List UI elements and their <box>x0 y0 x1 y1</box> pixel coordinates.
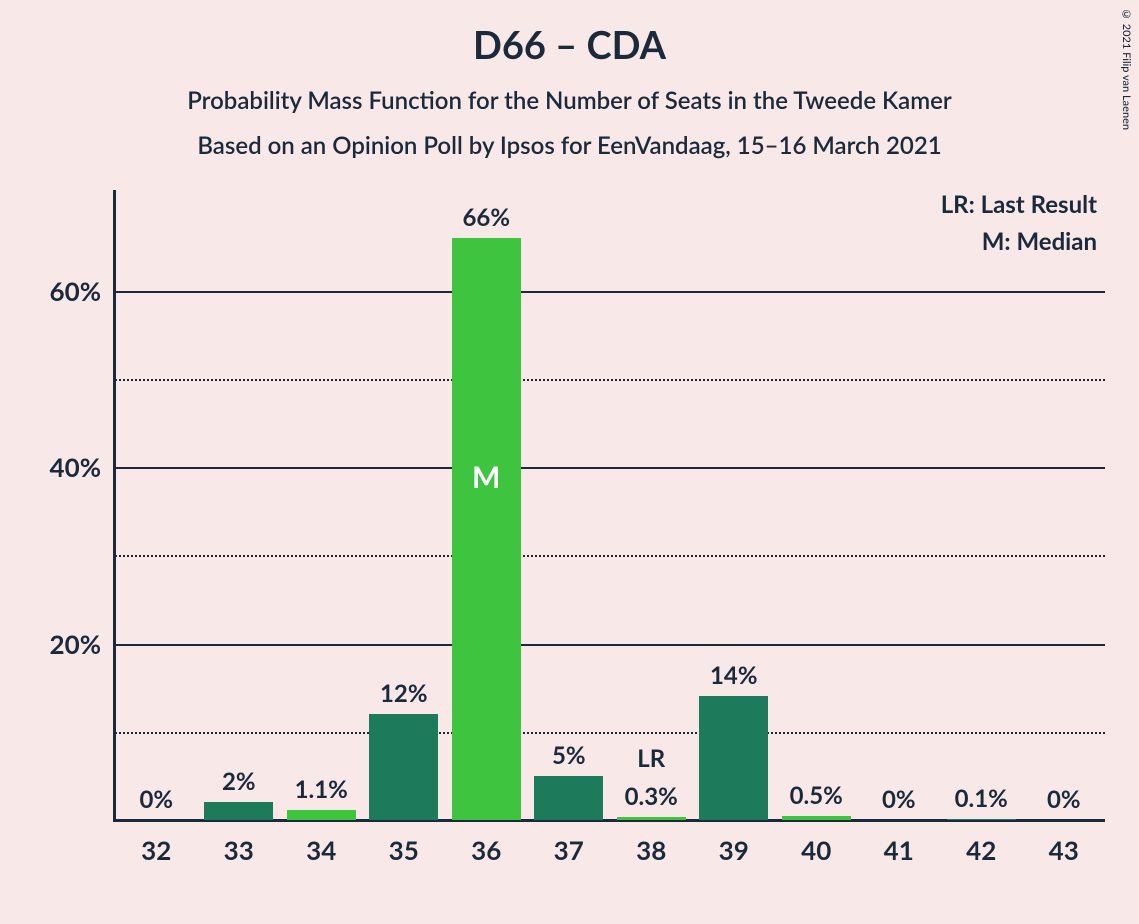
bar-inner-label: M <box>472 459 500 495</box>
x-tick-label: 43 <box>1049 820 1079 866</box>
bar-value-label: 2% <box>222 767 256 802</box>
y-tick-label: 60% <box>50 275 115 307</box>
grid-major <box>115 291 1105 293</box>
bar <box>204 802 273 820</box>
bar-value-label: 5% <box>552 741 586 776</box>
bar <box>534 776 603 820</box>
x-tick-label: 36 <box>471 820 501 866</box>
plot-area: 20%40%60%0%322%331.1%3412%35M66%365%37LR… <box>115 220 1105 820</box>
bar-value-label: 66% <box>462 203 510 238</box>
chart-legend: LR: Last Result M: Median <box>941 190 1097 264</box>
x-tick-label: 33 <box>224 820 254 866</box>
x-tick-label: 34 <box>306 820 336 866</box>
grid-minor <box>115 732 1105 734</box>
x-tick-label: 35 <box>389 820 419 866</box>
y-tick-label: 20% <box>50 628 115 660</box>
chart-subtitle-1: Probability Mass Function for the Number… <box>0 86 1139 115</box>
x-tick-label: 40 <box>801 820 831 866</box>
x-tick-label: 39 <box>719 820 749 866</box>
bar-value-label: 0% <box>882 785 916 820</box>
legend-lr: LR: Last Result <box>941 190 1097 219</box>
bar-value-label: 0% <box>1047 785 1081 820</box>
legend-m: M: Median <box>941 227 1097 256</box>
x-tick-label: 32 <box>141 820 171 866</box>
bar <box>699 696 768 820</box>
x-tick-label: 37 <box>554 820 584 866</box>
y-axis <box>113 190 116 822</box>
x-tick-label: 41 <box>884 820 914 866</box>
bar-value-label: 0.1% <box>955 784 1008 819</box>
bar-value-label: 1.1% <box>295 775 348 810</box>
bar-value-label: 14% <box>710 661 758 696</box>
chart-subtitle-2: Based on an Opinion Poll by Ipsos for Ee… <box>0 131 1139 160</box>
bar: M <box>452 238 521 820</box>
bar <box>287 810 356 820</box>
bar-value-label: 0.5% <box>790 781 843 816</box>
bar <box>369 714 438 820</box>
grid-major <box>115 644 1105 646</box>
chart-title: D66 – CDA <box>0 0 1139 68</box>
copyright-text: © 2021 Filip van Laenen <box>1120 8 1133 130</box>
grid-minor <box>115 555 1105 557</box>
y-tick-label: 40% <box>50 451 115 483</box>
bar-value-label: 0% <box>139 785 173 820</box>
pmf-bar-chart: 20%40%60%0%322%331.1%3412%35M66%365%37LR… <box>115 220 1105 820</box>
grid-minor <box>115 379 1105 381</box>
x-tick-label: 38 <box>636 820 666 866</box>
bar-value-label: 0.3% <box>625 782 678 817</box>
grid-major <box>115 467 1105 469</box>
bar-extra-label: LR <box>637 744 665 779</box>
x-tick-label: 42 <box>966 820 996 866</box>
bar-value-label: 12% <box>380 679 428 714</box>
